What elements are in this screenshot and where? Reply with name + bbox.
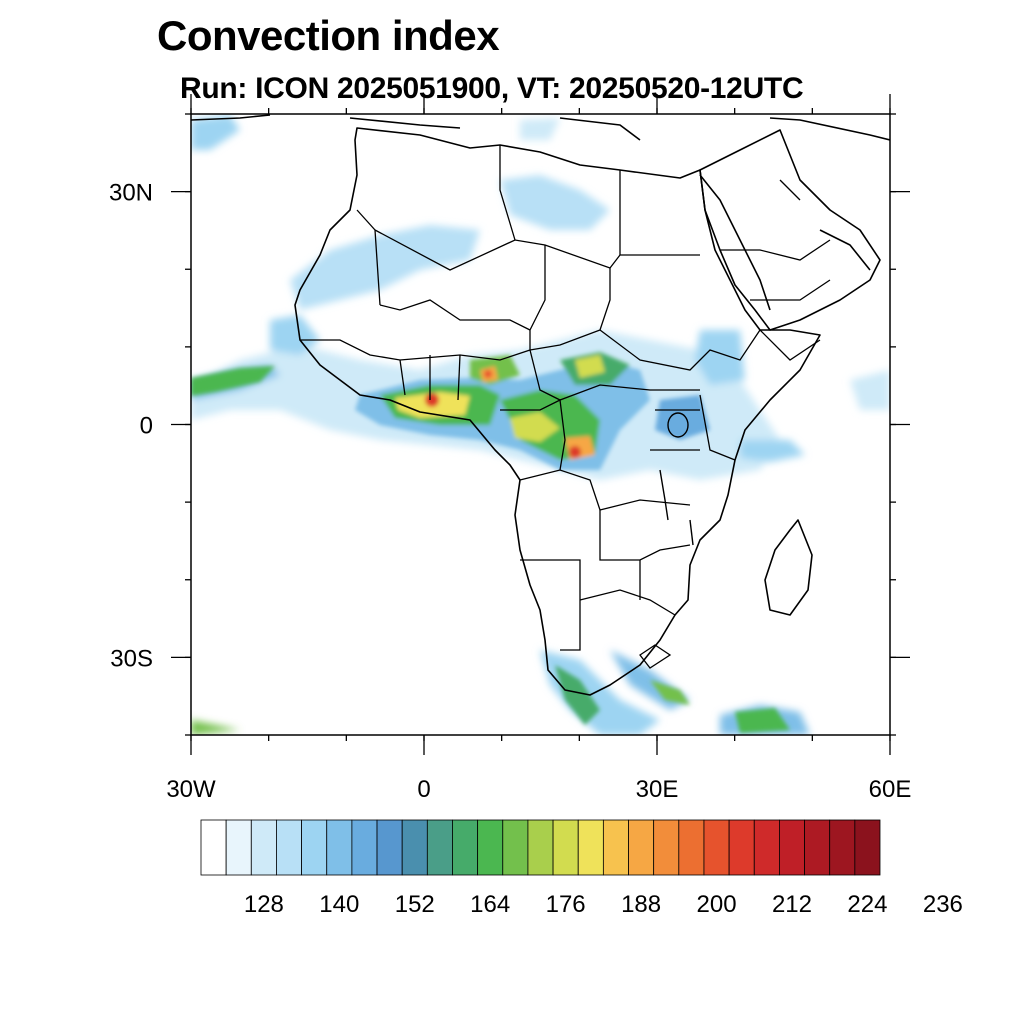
colorbar-swatch — [250, 819, 277, 876]
axis-ticks — [171, 94, 910, 755]
convection-core — [191, 352, 790, 733]
lon-tick-label: 30E — [636, 776, 679, 803]
colorbar-swatch — [376, 819, 403, 876]
colorbar-level-label: 140 — [319, 891, 359, 918]
colorbar-swatch — [502, 819, 529, 876]
colorbar-swatch — [753, 819, 780, 876]
colorbar-swatch — [225, 819, 252, 876]
colorbar-swatch — [854, 819, 881, 876]
colorbar — [200, 819, 881, 876]
colorbar-swatch — [401, 819, 428, 876]
axis-tick-labels: 30N 0 30S 30W 0 30E 60E — [109, 180, 911, 803]
colorbar-swatch — [452, 819, 479, 876]
colorbar-swatch — [829, 819, 856, 876]
map-plot-area — [191, 114, 890, 735]
colorbar-swatch — [653, 819, 680, 876]
colorbar-swatch — [703, 819, 730, 876]
colorbar-swatch — [628, 819, 655, 876]
lat-tick-label: 0 — [140, 413, 153, 440]
colorbar-swatch — [678, 819, 705, 876]
colorbar-swatch — [779, 819, 805, 876]
colorbar-swatch — [728, 819, 755, 876]
colorbar-swatch — [276, 819, 302, 876]
colorbar-swatch — [577, 819, 604, 876]
colorbar-swatch — [602, 819, 629, 876]
coastlines — [191, 114, 890, 696]
colorbar-labels: 128 140 152 164 176 188 200 212 224 236 — [244, 891, 963, 918]
colorbar-level-label: 188 — [621, 891, 661, 918]
colorbar-level-label: 236 — [923, 891, 963, 918]
colorbar-swatch — [477, 819, 504, 876]
colorbar-level-label: 200 — [697, 891, 737, 918]
country-borders — [300, 145, 831, 669]
lon-tick-label: 60E — [869, 776, 912, 803]
lakes — [659, 412, 694, 546]
colorbar-level-label: 224 — [847, 891, 887, 918]
colorbar-level-label: 176 — [546, 891, 586, 918]
lon-tick-label: 0 — [417, 776, 430, 803]
lat-tick-label: 30S — [110, 645, 153, 672]
map-subtitle: Run: ICON 2025051900, VT: 20250520-12UTC — [180, 72, 804, 105]
lon-tick-label: 30W — [166, 776, 216, 803]
colorbar-level-label: 128 — [244, 891, 284, 918]
colorbar-swatch — [527, 819, 554, 876]
colorbar-swatch — [804, 819, 831, 876]
lat-tick-label: 30N — [109, 180, 153, 207]
colorbar-swatch — [426, 819, 453, 876]
colorbar-level-label: 164 — [470, 891, 510, 918]
colorbar-swatch — [351, 819, 378, 876]
colorbar-swatch — [301, 819, 328, 876]
colorbar-swatch — [200, 819, 227, 876]
colorbar-level-label: 212 — [772, 891, 812, 918]
colorbar-swatch — [552, 819, 579, 876]
colorbar-swatch — [326, 819, 353, 876]
map-title: Convection index — [157, 12, 500, 59]
colorbar-level-label: 152 — [395, 891, 435, 918]
